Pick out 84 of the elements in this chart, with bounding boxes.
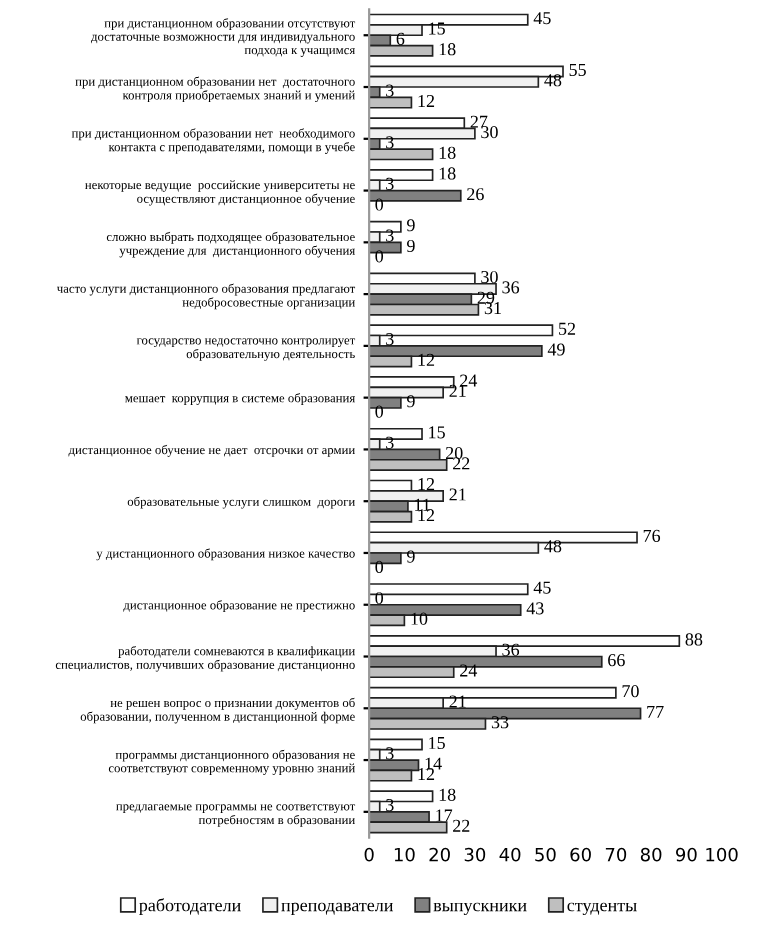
data-label: 3 [386, 436, 394, 449]
data-label: 14 [425, 757, 442, 770]
data-label: 45 [533, 581, 551, 594]
data-label: 49 [547, 343, 565, 356]
data-label: 0 [375, 250, 384, 263]
data-label: 36 [502, 281, 520, 294]
data-label: 9 [407, 550, 415, 563]
data-label: 18 [439, 167, 456, 180]
data-label: 52 [559, 322, 576, 335]
data-label: 22 [453, 457, 470, 470]
data-label: 22 [453, 819, 470, 832]
data-label: 0 [375, 198, 384, 211]
legend-label: выпускники [433, 902, 527, 916]
legend-label: студенты [567, 902, 637, 916]
data-label: 12 [418, 94, 435, 107]
data-label: 24 [460, 374, 478, 387]
data-label: 0 [375, 560, 384, 574]
data-label: 31 [484, 302, 501, 315]
data-label: 88 [685, 633, 703, 646]
data-label: 18 [439, 788, 456, 801]
x-tick-label: 30 [464, 847, 486, 862]
data-label: 48 [544, 540, 562, 553]
data-label: 15 [429, 426, 445, 439]
data-label: 3 [386, 84, 394, 97]
x-tick-label: 60 [570, 847, 591, 862]
data-label: 48 [544, 74, 562, 87]
data-label: 9 [407, 395, 415, 408]
x-tick-label: 10 [394, 847, 415, 862]
x-tick-label: 0 [364, 847, 374, 862]
data-label: 45 [533, 12, 551, 25]
legend-label: преподаватели [281, 902, 394, 916]
data-label: 12 [418, 509, 435, 522]
data-label: 70 [622, 685, 639, 698]
data-label: 30 [481, 125, 498, 139]
data-label: 43 [526, 602, 544, 615]
data-label: 10 [411, 612, 428, 625]
bar [369, 324, 554, 337]
data-label: 11 [415, 498, 430, 511]
data-label: 3 [386, 177, 394, 190]
bar [369, 738, 423, 751]
data-label: 21 [449, 384, 466, 397]
data-label: 26 [467, 188, 484, 201]
data-label: 29 [477, 291, 495, 304]
data-label: 0 [375, 591, 384, 605]
data-label: 66 [608, 654, 625, 667]
data-label: 3 [386, 799, 394, 812]
bar [369, 583, 529, 596]
x-tick-label: 70 [605, 847, 627, 862]
data-label: 12 [418, 353, 435, 366]
data-label: 21 [449, 488, 466, 501]
bar [369, 790, 434, 803]
data-label: 27 [470, 115, 488, 128]
data-label: 18 [439, 43, 456, 56]
data-label: 76 [643, 529, 661, 542]
data-label: 3 [386, 747, 394, 760]
data-label: 77 [647, 705, 664, 718]
data-label: 15 [429, 736, 445, 750]
data-label: 55 [569, 64, 586, 77]
x-tick-label: 90 [676, 847, 697, 862]
legend-label: работодатели [139, 898, 241, 916]
data-label: 20 [445, 446, 463, 460]
x-tick-label: 40 [499, 847, 521, 862]
data-label: 15 [429, 22, 445, 35]
data-label: 3 [386, 229, 394, 242]
data-label: 3 [386, 136, 394, 149]
x-tick-label: 80 [640, 847, 662, 862]
data-label: 0 [375, 405, 384, 418]
data-label: 30 [481, 270, 498, 284]
data-label: 3 [386, 333, 394, 346]
bar [369, 686, 617, 699]
data-label: 12 [418, 478, 435, 491]
data-label: 17 [436, 809, 453, 822]
x-tick-label: 50 [535, 847, 556, 862]
data-label: 24 [460, 664, 478, 677]
data-label: 21 [449, 695, 466, 708]
data-label: 6 [396, 32, 405, 45]
data-label: 33 [491, 716, 509, 729]
data-label: 18 [439, 146, 456, 159]
x-tick-label: 100 [706, 847, 738, 862]
data-label: 36 [502, 643, 520, 656]
x-tick-label: 20 [429, 847, 450, 862]
data-label: 9 [407, 219, 415, 232]
data-label: 12 [418, 767, 435, 780]
data-label: 9 [407, 239, 415, 253]
